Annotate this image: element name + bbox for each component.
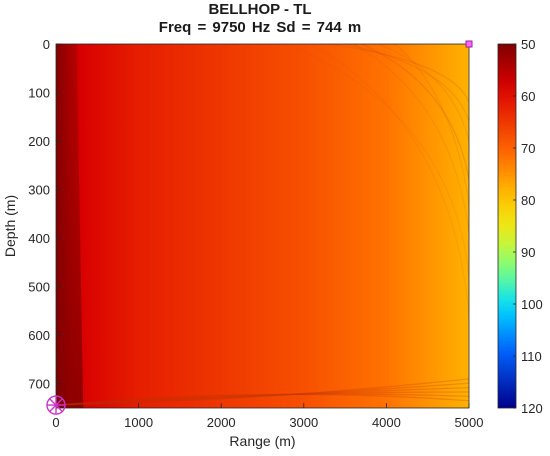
- colorbar-tick-label: 120: [521, 401, 543, 416]
- bottom-ray: [56, 378, 469, 406]
- colorbar-tick-label: 90: [521, 245, 535, 260]
- ray-arc: [353, 44, 469, 234]
- x-tick-label: 0: [52, 415, 59, 430]
- receiver-marker: [465, 40, 473, 48]
- ray-arc: [328, 44, 469, 103]
- bottom-ray: [56, 386, 469, 406]
- colorbar-tick-label: 80: [521, 193, 535, 208]
- bottom-ray: [56, 391, 469, 406]
- y-tick-label: 500: [28, 280, 50, 295]
- y-tick-label: 700: [28, 377, 50, 392]
- ray-arc: [344, 44, 469, 122]
- plot-frame: [55, 43, 470, 409]
- x-tick-label: 1000: [124, 415, 153, 430]
- y-tick-label: 0: [43, 37, 50, 52]
- y-tick-label: 400: [28, 231, 50, 246]
- y-axis-label: Depth (m): [2, 195, 18, 257]
- colorbar: [497, 43, 517, 409]
- x-tick-label: 4000: [372, 415, 401, 430]
- x-axis-label: Range (m): [229, 433, 295, 449]
- ray-arc: [394, 44, 469, 205]
- tl-field-background: [56, 44, 469, 408]
- bottom-ray: [56, 393, 469, 406]
- y-tick-label: 200: [28, 134, 50, 149]
- colorbar-tick-label: 110: [521, 349, 542, 364]
- ray-arc: [287, 44, 469, 278]
- source-marker: [46, 395, 66, 415]
- colorbar-tick-label: 100: [521, 297, 543, 312]
- chart-subtitle: Freq = 9750 Hz Sd = 744 m: [158, 19, 362, 36]
- bottom-ray: [56, 382, 469, 406]
- x-tick-label: 5000: [455, 415, 484, 430]
- colorbar-tick-label: 70: [521, 141, 535, 156]
- x-tick-label: 2000: [207, 415, 236, 430]
- chart-title: BELLHOP - TL: [208, 1, 312, 18]
- near-field-shading: [56, 44, 84, 408]
- ray-arc: [361, 44, 469, 180]
- ray-arc: [377, 44, 469, 142]
- colorbar-tick-label: 50: [521, 37, 535, 52]
- y-tick-label: 600: [28, 328, 50, 343]
- y-tick-label: 300: [28, 183, 50, 198]
- bottom-ray: [56, 393, 469, 406]
- colorbar-tick-label: 60: [521, 89, 535, 104]
- tl-field: [56, 44, 469, 408]
- x-tick-label: 3000: [289, 415, 318, 430]
- y-tick-label: 100: [28, 86, 50, 101]
- ray-arc: [311, 44, 469, 316]
